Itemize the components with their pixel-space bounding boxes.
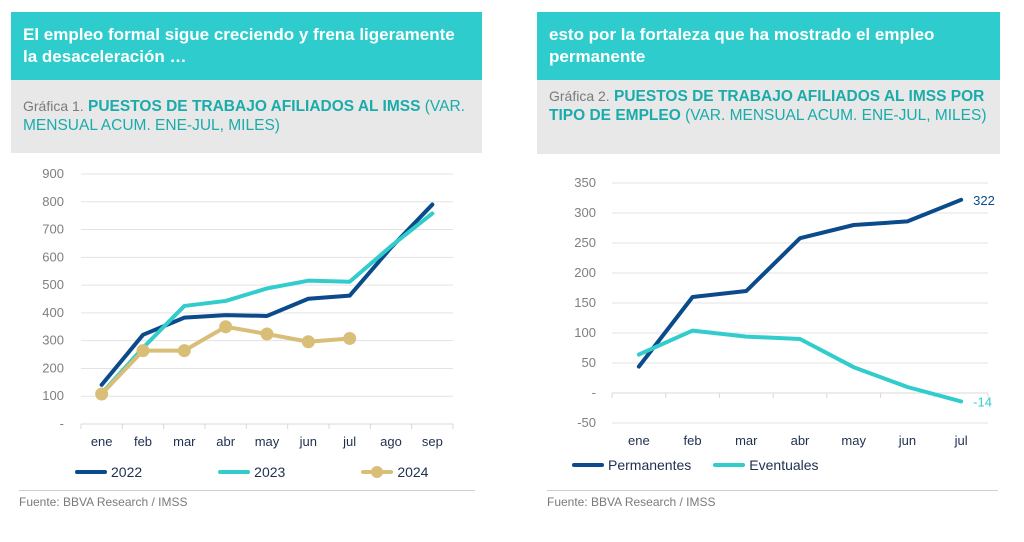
- y-tick-label: 350: [574, 175, 596, 190]
- chart-1-heading: Gráfica 1. PUESTOS DE TRABAJO AFILIADOS …: [11, 80, 482, 153]
- legend-item-2022: 2022: [75, 464, 142, 480]
- y-tick-label: 250: [574, 235, 596, 250]
- legend-swatch: [572, 458, 604, 472]
- legend-swatch: [361, 465, 394, 479]
- y-tick-label: 100: [42, 388, 64, 403]
- chart-1-number: Gráfica 1.: [23, 98, 84, 114]
- x-tick-label: abr: [216, 434, 235, 449]
- x-tick-label: mar: [173, 434, 196, 449]
- y-tick-label: -: [592, 385, 596, 400]
- headline-1: El empleo formal sigue creciendo y frena…: [11, 12, 482, 80]
- x-tick-label: ene: [628, 433, 650, 448]
- chart-1-legend: 2022 2023 2024: [75, 464, 428, 480]
- x-tick-label: jul: [342, 434, 356, 449]
- data-point-2024: [301, 335, 315, 349]
- x-tick-label: mar: [735, 433, 758, 448]
- data-point-2024: [95, 387, 109, 401]
- data-point-2024: [136, 344, 150, 358]
- data-point-2024: [343, 331, 357, 345]
- x-tick-label: abr: [791, 433, 810, 448]
- series-line-permanentes: [636, 197, 964, 369]
- legend-item-eventuales: Eventuales: [713, 457, 819, 473]
- series-line-eventuales: [636, 328, 964, 404]
- chart-1-units: (VAR. MENSUAL ACUM. ENE-JUL, MILES): [23, 98, 465, 134]
- y-tick-label: 500: [42, 277, 64, 292]
- x-tick-label: feb: [134, 434, 152, 449]
- chart-1-plot: - 100 200 300 400 500 600 700 800 900 ene feb mar abr…: [42, 166, 454, 449]
- y-tick-label: 300: [42, 333, 64, 348]
- chart-2-units: (VAR. MENSUAL ACUM. ENE-JUL, MILES): [685, 107, 987, 124]
- x-tick-label: feb: [684, 433, 702, 448]
- chart-2-heading: Gráfica 2. PUESTOS DE TRABAJO AFILIADOS …: [537, 80, 1000, 154]
- y-tick-label: -50: [577, 415, 596, 430]
- x-tick-label: jul: [954, 433, 968, 448]
- legend-label: Permanentes: [608, 457, 692, 473]
- legend-label: 2023: [254, 464, 286, 480]
- y-tick-label: 150: [574, 295, 596, 310]
- chart-2-title: PUESTOS DE TRABAJO AFILIADOS AL IMSS POR…: [549, 88, 985, 124]
- data-point-2024: [219, 320, 233, 334]
- legend-item-2024: 2024: [361, 464, 428, 480]
- data-point-2024: [260, 327, 274, 341]
- y-tick-label: 50: [582, 355, 596, 370]
- x-tick-label: ago: [380, 434, 402, 449]
- legend-swatch: [75, 465, 107, 479]
- y-tick-label: 200: [42, 360, 64, 375]
- y-tick-label: -: [60, 416, 64, 431]
- source-note-1: Fuente: BBVA Research / IMSS: [19, 490, 475, 509]
- end-value-label: 322: [973, 193, 995, 208]
- x-tick-label: jun: [299, 434, 317, 449]
- series-line-2022: [99, 202, 435, 387]
- panel-chart-2: esto por la fortaleza que ha mostrado el…: [537, 12, 1000, 154]
- legend-label: 2024: [397, 464, 429, 480]
- chart-2-legend: Permanentes Eventuales: [572, 457, 819, 473]
- x-tick-label: may: [255, 434, 280, 449]
- legend-item-2023: 2023: [218, 464, 285, 480]
- headline-2: esto por la fortaleza que ha mostrado el…: [537, 12, 1000, 80]
- x-tick-label: may: [841, 433, 866, 448]
- y-tick-label: 800: [42, 194, 64, 209]
- chart-2-number: Gráfica 2.: [549, 88, 610, 104]
- x-tick-label: ene: [91, 434, 113, 449]
- x-tick-label: jun: [898, 433, 916, 448]
- y-tick-label: 100: [574, 325, 596, 340]
- legend-label: 2022: [111, 464, 143, 480]
- legend-swatch: [713, 458, 746, 472]
- data-point-2024: [177, 344, 191, 358]
- x-tick-label: sep: [422, 434, 443, 449]
- legend-swatch: [218, 465, 251, 479]
- y-tick-label: 700: [42, 222, 64, 237]
- chart-1-title: PUESTOS DE TRABAJO AFILIADOS AL IMSS: [88, 98, 421, 115]
- y-tick-label: 900: [42, 166, 64, 181]
- y-tick-label: 600: [42, 249, 64, 264]
- series-line-2023: [99, 211, 435, 396]
- source-note-2: Fuente: BBVA Research / IMSS: [547, 490, 998, 509]
- y-tick-label: 300: [574, 205, 596, 220]
- legend-label: Eventuales: [749, 457, 819, 473]
- y-tick-label: 400: [42, 305, 64, 320]
- legend-item-permanentes: Permanentes: [572, 457, 691, 473]
- panel-chart-1: El empleo formal sigue creciendo y frena…: [11, 12, 482, 153]
- y-tick-label: 200: [574, 265, 596, 280]
- end-value-label: -14: [973, 394, 992, 409]
